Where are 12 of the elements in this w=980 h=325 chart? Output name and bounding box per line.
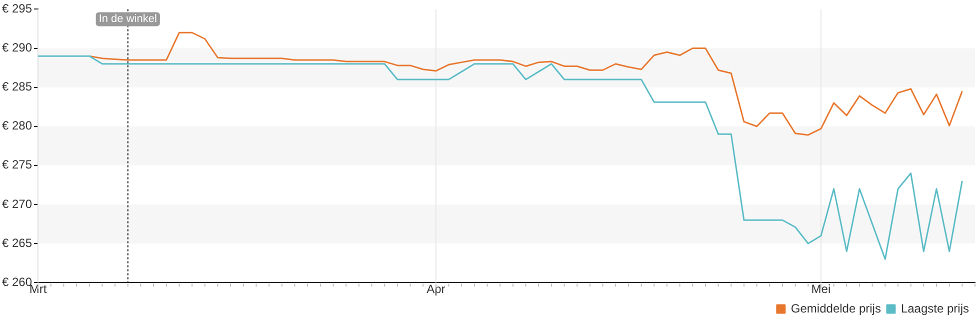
y-tick-label: € 290 xyxy=(2,40,32,55)
y-tick-label: € 285 xyxy=(2,80,32,94)
legend-label: Gemiddelde prijs xyxy=(790,301,881,316)
y-tick-label: € 270 xyxy=(2,196,32,211)
y-tick-label: € 275 xyxy=(2,158,32,172)
x-tick-label: Apr xyxy=(426,282,446,296)
x-tick-label: Mei xyxy=(811,282,831,296)
y-tick-label: € 280 xyxy=(2,118,32,133)
legend-label: Laagste prijs xyxy=(900,301,970,316)
y-tick-label: € 295 xyxy=(2,2,32,16)
y-tick-label: € 265 xyxy=(2,236,32,250)
annotation: In de winkel xyxy=(98,13,157,26)
